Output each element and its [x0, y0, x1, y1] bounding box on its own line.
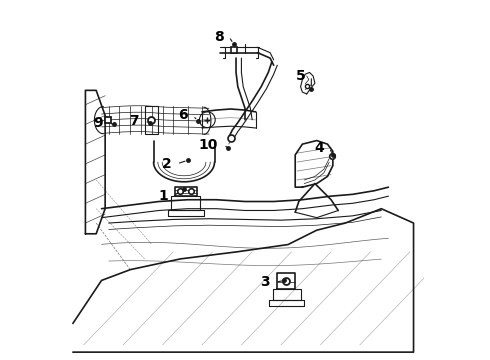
Text: 10: 10	[199, 138, 218, 152]
Text: 7: 7	[129, 114, 139, 128]
Text: 8: 8	[214, 30, 223, 44]
Text: 4: 4	[314, 141, 324, 155]
Text: 9: 9	[94, 116, 103, 130]
Text: 1: 1	[158, 189, 168, 203]
Text: 6: 6	[178, 108, 188, 122]
Text: 2: 2	[162, 157, 172, 171]
Text: 3: 3	[261, 275, 270, 289]
Text: 5: 5	[296, 69, 306, 83]
